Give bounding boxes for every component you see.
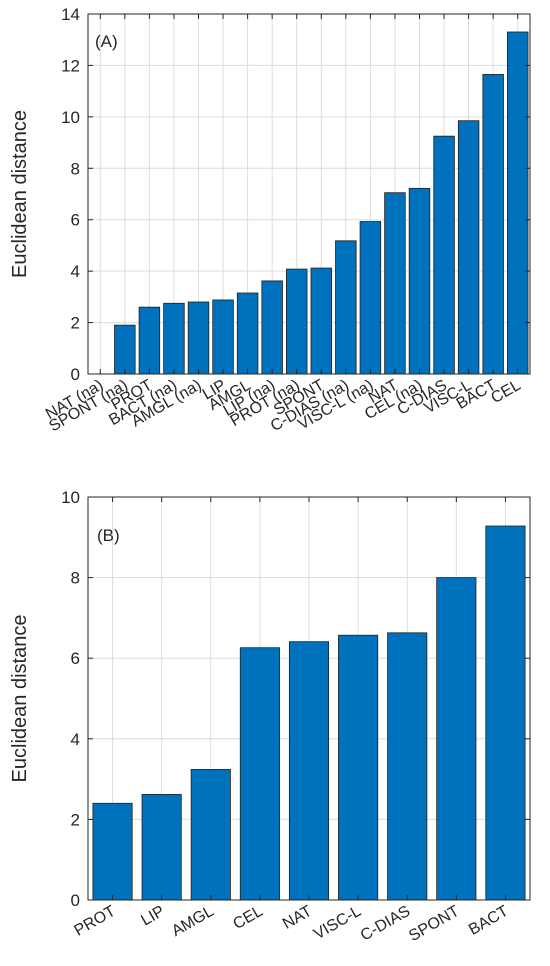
chart-b-y-tick-label: 10 xyxy=(61,488,80,507)
chart-a-bar-amgl-na xyxy=(187,301,210,375)
chart-a-bar-bact-na xyxy=(163,302,185,375)
chart-b-bar-c-dias xyxy=(387,632,428,901)
chart-a-ticks xyxy=(88,13,530,375)
chart-a-bar-lip xyxy=(212,299,234,375)
chart-a-y-tick-label: 2 xyxy=(71,314,80,333)
chart-b-bars xyxy=(92,525,526,901)
chart-b-bar-nat xyxy=(288,641,330,901)
chart-b-ticks xyxy=(88,496,530,901)
chart-a-bar-visc-l xyxy=(457,120,480,375)
chart-a-bar-nat xyxy=(384,192,406,375)
chart-b-category-label: CEL xyxy=(230,903,266,933)
chart-b-bar-bact xyxy=(485,525,526,901)
chart-b-category-label: C-DIAS xyxy=(358,903,413,945)
chart-b-y-axis-label: Euclidean distance xyxy=(9,615,31,783)
chart-b-bar-lip xyxy=(141,794,182,901)
chart-b-category-label: AMGL xyxy=(169,903,217,940)
chart-a-y-tick-label: 12 xyxy=(61,56,80,75)
chart-a-bar-spont xyxy=(310,267,332,375)
chart-a-y-tick-label: 0 xyxy=(71,365,80,384)
chart-a-y-tick-label: 8 xyxy=(71,159,80,178)
chart-a-y-axis-label: Euclidean distance xyxy=(9,110,31,278)
chart-b-bar-amgl xyxy=(190,769,231,901)
chart-a-bar-spont-na xyxy=(114,324,136,375)
chart-b-bar-visc-l xyxy=(338,634,379,901)
chart-a-bar-cel-na xyxy=(408,187,431,375)
chart-b-y-tick-label: 4 xyxy=(71,730,80,749)
chart-b-y-tick-label: 8 xyxy=(71,569,80,588)
chart-a-bar-c-dias xyxy=(433,135,455,375)
chart-a-y-tick-label: 6 xyxy=(71,211,80,230)
chart-a-category-label: CEL xyxy=(488,377,524,407)
chart-a-bars xyxy=(114,31,529,375)
chart-a-y-tick-label: 10 xyxy=(61,108,80,127)
chart-b-category-label: VISC-L xyxy=(311,903,364,944)
chart-b-y-tick-label: 0 xyxy=(71,891,80,910)
chart-a-frame xyxy=(87,13,531,375)
chart-a-bar-prot xyxy=(138,306,161,375)
chart-b-panel-label: (B) xyxy=(97,526,120,545)
chart-a-y-tick-label: 14 xyxy=(61,5,80,24)
chart-a-y-tick-labels: 0 2 4 6 8 10 12 14 xyxy=(61,5,80,384)
chart-a-bar-bact xyxy=(482,74,504,375)
chart-a-bar-cel xyxy=(507,31,529,375)
chart-b-bar-prot xyxy=(92,802,133,901)
chart-a-bar-prot-na xyxy=(286,268,308,375)
chart-b-category-label: LIP xyxy=(138,903,167,930)
chart-a-y-tick-label: 4 xyxy=(71,262,80,281)
chart-a-bar-lip-na xyxy=(261,280,283,375)
chart-b-y-tick-label: 2 xyxy=(71,810,80,829)
chart-b-bar-cel xyxy=(239,647,280,901)
chart-b-bar-spont xyxy=(436,577,477,901)
chart-b-y-tick-label: 6 xyxy=(71,649,80,668)
chart-a-bar-visc-l-na xyxy=(359,221,382,375)
chart-a-panel-label: (A) xyxy=(95,32,118,51)
chart-a-bar-c-dias-na xyxy=(335,240,357,375)
chart-b-category-label: BACT xyxy=(466,903,512,939)
chart-b-category-label: SPONT xyxy=(406,903,462,945)
chart-b-y-tick-labels: 0 2 4 6 8 10 xyxy=(61,488,80,910)
chart-a-bar-amgl xyxy=(236,292,259,375)
